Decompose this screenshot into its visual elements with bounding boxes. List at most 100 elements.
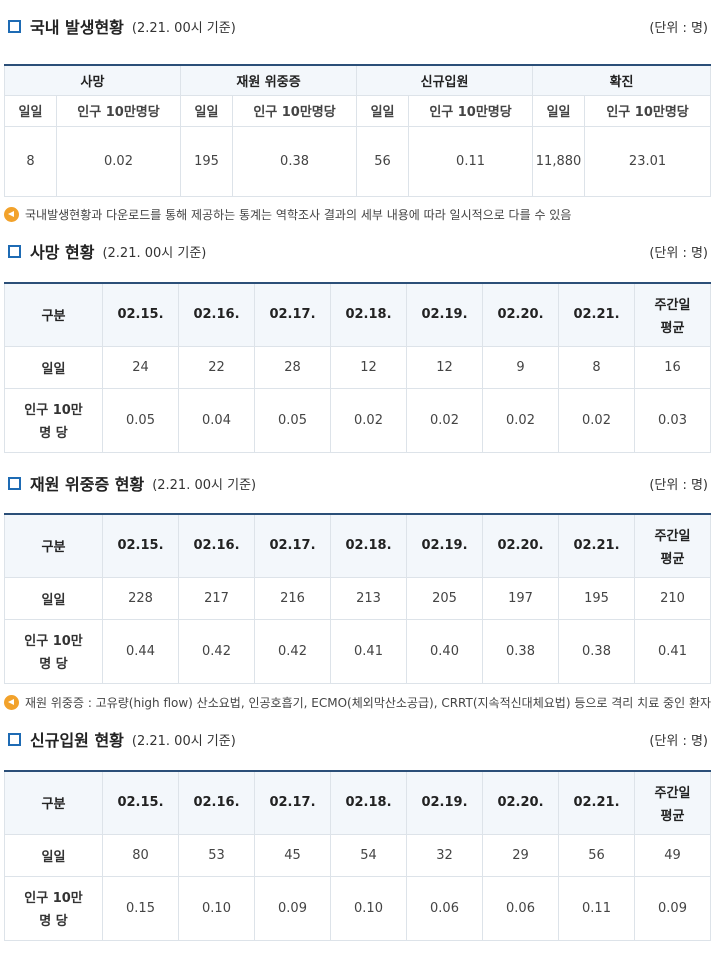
note-text: 국내발생현황과 다운로드를 통해 제공하는 통계는 역학조사 결과의 세부 내용… bbox=[25, 208, 572, 222]
table-cell: 28 bbox=[254, 345, 331, 389]
column-header-date: 02.18. bbox=[330, 770, 407, 835]
sub-header-per-100k: 인구 10만명당 bbox=[55, 94, 182, 127]
section-date: (2.21. 00시 기준) bbox=[152, 477, 257, 493]
table-cell: 0.09 bbox=[254, 875, 331, 941]
table-header-row: 구분 02.15. 02.16. 02.17. 02.18. 02.19. 02.20. 02… bbox=[4, 513, 711, 578]
table-row-per-100k: 인구 10만 명 당 0.44 0.42 0.42 0.41 0.40 0.38 0.38 0.4… bbox=[4, 618, 711, 684]
table-cell: 0.06 bbox=[482, 875, 559, 941]
weekly-average-line2: 평균 bbox=[660, 551, 685, 567]
table-cell: 12 bbox=[406, 345, 483, 389]
column-header-weekly-average: 주간일 평균 bbox=[634, 282, 711, 347]
table-cell: 0.02 bbox=[330, 387, 407, 453]
table-cell: 0.06 bbox=[406, 875, 483, 941]
table-cell: 0.11 bbox=[408, 125, 534, 197]
column-header-date: 02.20. bbox=[482, 282, 559, 347]
row-label-per-100k: 인구 10만 명 당 bbox=[4, 875, 103, 941]
table-cell: 213 bbox=[330, 576, 407, 620]
note-text: 재원 위중증 : 고유량(high flow) 산소요법, 인공호흡기, ECM… bbox=[25, 696, 712, 710]
row-label-line2: 명 당 bbox=[39, 914, 68, 929]
table-row-daily: 일일 80 53 45 54 32 29 56 49 bbox=[4, 833, 711, 877]
column-header-date: 02.21. bbox=[558, 513, 635, 578]
column-header-date: 02.21. bbox=[558, 770, 635, 835]
table-header-row: 구분 02.15. 02.16. 02.17. 02.18. 02.19. 02.20. 02… bbox=[4, 770, 711, 835]
column-header-date: 02.15. bbox=[102, 282, 179, 347]
table-cell: 0.11 bbox=[558, 875, 635, 941]
row-label-line2: 명 당 bbox=[39, 426, 68, 441]
table-cell: 45 bbox=[254, 833, 331, 877]
column-header-date: 02.19. bbox=[406, 282, 483, 347]
table-cell: 0.09 bbox=[634, 875, 711, 941]
note-critical: 재원 위중증 : 고유량(high flow) 산소요법, 인공호흡기, ECM… bbox=[4, 694, 711, 711]
table-cell: 0.41 bbox=[330, 618, 407, 684]
table-cell: 9 bbox=[482, 345, 559, 389]
summary-value-row: 8 0.02 195 0.38 56 0.11 11,880 23.01 bbox=[4, 125, 712, 197]
group-header: 확진 bbox=[532, 64, 712, 96]
table-cell: 0.04 bbox=[178, 387, 255, 453]
sub-header-daily: 일일 bbox=[532, 94, 586, 127]
column-header-date: 02.17. bbox=[254, 513, 331, 578]
table-row-daily: 일일 228 217 216 213 205 197 195 210 bbox=[4, 576, 711, 620]
column-header-date: 02.16. bbox=[178, 513, 255, 578]
admissions-table: 구분 02.15. 02.16. 02.17. 02.18. 02.19. 02.20. 02… bbox=[4, 770, 711, 941]
weekly-average-line1: 주간일 bbox=[654, 785, 691, 801]
weekly-average-line1: 주간일 bbox=[654, 528, 691, 544]
table-cell: 195 bbox=[558, 576, 635, 620]
section-date: (2.21. 00시 기준) bbox=[102, 245, 207, 261]
column-header-date: 02.16. bbox=[178, 282, 255, 347]
summary-subheader-row: 일일 인구 10만명당 일일 인구 10만명당 일일 인구 10만명당 일일 인… bbox=[4, 94, 712, 127]
square-bullet-icon bbox=[8, 732, 21, 746]
table-cell: 0.03 bbox=[634, 387, 711, 453]
section-date: (2.21. 00시 기준) bbox=[131, 733, 236, 749]
section-header-admissions: 신규입원 현황 (2.21. 00시 기준) (단위 : 명) bbox=[0, 728, 712, 750]
table-cell: 0.44 bbox=[102, 618, 179, 684]
row-label-line1: 인구 10만 bbox=[24, 403, 83, 418]
section-title: 국내 발생현황 bbox=[30, 18, 124, 37]
table-cell: 12 bbox=[330, 345, 407, 389]
square-bullet-icon bbox=[8, 244, 21, 258]
table-cell: 197 bbox=[482, 576, 559, 620]
table-cell: 8 bbox=[4, 125, 57, 197]
table-row-daily: 일일 24 22 28 12 12 9 8 16 bbox=[4, 345, 711, 389]
table-cell: 54 bbox=[330, 833, 407, 877]
table-cell: 0.02 bbox=[55, 125, 182, 197]
row-label-daily: 일일 bbox=[4, 833, 103, 877]
table-cell: 11,880 bbox=[532, 125, 586, 197]
speaker-icon bbox=[4, 695, 19, 710]
table-row-per-100k: 인구 10만 명 당 0.05 0.04 0.05 0.02 0.02 0.02 0.02 0.0… bbox=[4, 387, 711, 453]
table-cell: 0.38 bbox=[558, 618, 635, 684]
square-bullet-icon bbox=[8, 476, 21, 490]
speaker-icon bbox=[4, 207, 19, 222]
row-label-daily: 일일 bbox=[4, 576, 103, 620]
table-cell: 210 bbox=[634, 576, 711, 620]
row-label-per-100k: 인구 10만 명 당 bbox=[4, 618, 103, 684]
table-cell: 29 bbox=[482, 833, 559, 877]
table-cell: 56 bbox=[356, 125, 410, 197]
table-cell: 24 bbox=[102, 345, 179, 389]
weekly-average-line1: 주간일 bbox=[654, 297, 691, 313]
section-header-deaths: 사망 현황 (2.21. 00시 기준) (단위 : 명) bbox=[0, 240, 712, 262]
table-cell: 217 bbox=[178, 576, 255, 620]
table-cell: 49 bbox=[634, 833, 711, 877]
section-title: 사망 현황 bbox=[30, 243, 95, 262]
column-header-weekly-average: 주간일 평균 bbox=[634, 770, 711, 835]
table-cell: 80 bbox=[102, 833, 179, 877]
column-header-date: 02.20. bbox=[482, 770, 559, 835]
table-cell: 228 bbox=[102, 576, 179, 620]
table-cell: 216 bbox=[254, 576, 331, 620]
table-row-per-100k: 인구 10만 명 당 0.15 0.10 0.09 0.10 0.06 0.06 0.11 0.0… bbox=[4, 875, 711, 941]
unit-label: (단위 : 명) bbox=[649, 245, 708, 261]
group-header: 재원 위중증 bbox=[180, 64, 358, 96]
column-header-date: 02.18. bbox=[330, 282, 407, 347]
column-header-date: 02.21. bbox=[558, 282, 635, 347]
row-label-line2: 명 당 bbox=[39, 657, 68, 672]
table-cell: 23.01 bbox=[584, 125, 712, 197]
summary-group-row: 사망 재원 위중증 신규입원 확진 bbox=[3, 64, 712, 96]
sub-header-per-100k: 인구 10만명당 bbox=[408, 94, 534, 127]
section-header-domestic: 국내 발생현황 (2.21. 00시 기준) (단위 : 명) bbox=[0, 15, 712, 37]
column-header-category: 구분 bbox=[4, 770, 103, 835]
table-cell: 8 bbox=[558, 345, 635, 389]
sub-header-daily: 일일 bbox=[356, 94, 410, 127]
table-cell: 0.10 bbox=[330, 875, 407, 941]
critical-table: 구분 02.15. 02.16. 02.17. 02.18. 02.19. 02.20. 02… bbox=[4, 513, 711, 684]
table-cell: 0.15 bbox=[102, 875, 179, 941]
